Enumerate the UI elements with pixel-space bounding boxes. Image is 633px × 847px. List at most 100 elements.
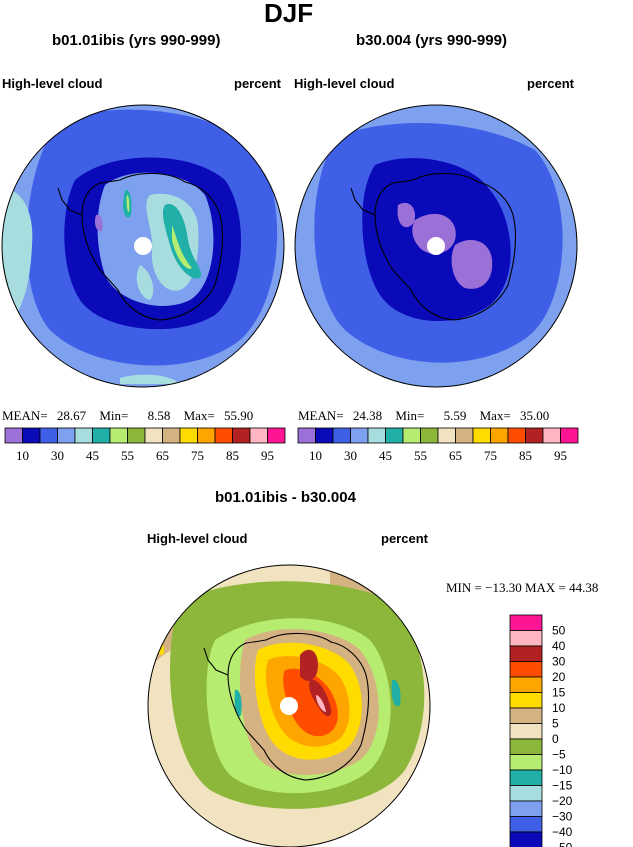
panel3-colorbar-swatch [509, 769, 543, 786]
panel1-colorbar-swatch [214, 427, 233, 444]
panel3-colorbar-swatch [509, 831, 543, 847]
panel3-colorbar-tick-label: −15 [552, 779, 573, 793]
panel1-colorbar-swatch [267, 427, 286, 444]
panel2-variable-label: High-level cloud [294, 76, 395, 91]
panel2-colorbar-tick-label: 30 [344, 448, 357, 463]
panel2-colorbar-swatch [297, 427, 316, 444]
panel3-colorbar-tick-label: 15 [552, 686, 566, 700]
panel1-colorbar-swatch [127, 427, 146, 444]
panel3-variable-label: High-level cloud [147, 531, 248, 546]
panel2-colorbar-swatch [420, 427, 439, 444]
panel2-colorbar-tick-label: 65 [449, 448, 462, 463]
panel3-colorbar-swatch [509, 816, 543, 833]
panel1-colorbar-tick-label: 95 [261, 448, 274, 463]
panel2-colorbar-swatch [490, 427, 509, 444]
panel3-colorbar-swatch [509, 661, 543, 678]
panel1-colorbar-tick-label: 85 [226, 448, 239, 463]
panel1-min-value: 8.58 [147, 408, 171, 423]
panel2-colorbar-swatch [402, 427, 421, 444]
panel2-colorbar-swatch [525, 427, 544, 444]
panel1-colorbar-swatch [232, 427, 251, 444]
panel1-colorbar-tick-label: 30 [51, 448, 64, 463]
panel1-max-label: Max= [183, 408, 215, 423]
panel3-colorbar-tick-label: −20 [552, 794, 573, 808]
panel1-colorbar-swatch [4, 427, 23, 444]
panel2-stats: MEAN= 24.38 Min= 5.59 Max= 35.00 [298, 408, 549, 424]
panel1-colorbar-swatch [249, 427, 268, 444]
panel1-case-title: b01.01ibis (yrs 990-999) [52, 32, 221, 49]
panel2-colorbar-tick-label: 55 [414, 448, 427, 463]
panel3-colorbar-swatch [509, 707, 543, 724]
panel3-colorbar-tick-label: −50 [552, 841, 573, 847]
panel1-colorbar-swatch [22, 427, 41, 444]
panel2-colorbar-tick-label: 85 [519, 448, 532, 463]
panel1-colorbar-tick-label: 10 [16, 448, 29, 463]
panel1-colorbar-swatch [109, 427, 128, 444]
panel3-colorbar-swatch [509, 645, 543, 662]
panel3-colorbar-swatch [509, 785, 543, 802]
panel3-colorbar-tick-label: 30 [552, 655, 566, 669]
panel1-colorbar-swatch [162, 427, 181, 444]
panel2-colorbar-swatch [332, 427, 351, 444]
panel1-colorbar-swatch [57, 427, 76, 444]
panel2-colorbar-swatch [507, 427, 526, 444]
panel1-colorbar-swatch [179, 427, 198, 444]
panel2-mean-value: 24.38 [352, 408, 383, 423]
panel1-colorbar-swatch [197, 427, 216, 444]
panel3-colorbar-tick-label: −40 [552, 825, 573, 839]
panel3-colorbar-tick-label: −5 [552, 748, 566, 762]
panel3-colorbar-swatch [509, 614, 543, 631]
panel3-colorbar-swatch [509, 692, 543, 709]
panel1-mean-value: 28.67 [56, 408, 87, 423]
panel1-colorbar: 10 30 45 55 65 75 85 95 [4, 427, 286, 463]
panel2-min-value: 5.59 [443, 408, 467, 423]
panel3-colorbar-swatch [509, 800, 543, 817]
panel1-colorbar-swatch [39, 427, 58, 444]
panel3-map [148, 565, 430, 847]
panel2-colorbar-tick-label: 45 [379, 448, 392, 463]
panel3-colorbar-tick-label: 50 [552, 624, 566, 638]
panel3-colorbar-swatch [509, 630, 543, 647]
panel2-colorbar-swatch [560, 427, 579, 444]
panel2-colorbar-tick-label: 95 [554, 448, 567, 463]
panel3-colorbar-tick-label: −30 [552, 810, 573, 824]
panel1-colorbar-swatch [74, 427, 93, 444]
panel2-colorbar-tick-label: 10 [309, 448, 322, 463]
panel1-colorbar-tick-label: 75 [191, 448, 204, 463]
panel3-colorbar-tick-label: 20 [552, 670, 566, 684]
panel1-variable-label: High-level cloud [2, 76, 103, 91]
panel2-colorbar: 10 30 45 55 65 75 85 95 [297, 427, 579, 463]
panel2-min-label: Min= [395, 408, 425, 423]
panel2-colorbar-swatch [455, 427, 474, 444]
panel1-max-value: 55.90 [224, 408, 254, 423]
panel2-colorbar-swatch [385, 427, 404, 444]
page-title: DJF [264, 0, 314, 28]
panel3-colorbar-tick-label: 10 [552, 701, 566, 715]
panel3-colorbar-tick-label: 0 [552, 732, 559, 746]
diff-title: b01.01ibis - b30.004 [215, 489, 356, 506]
panel1-colorbar-swatch [144, 427, 163, 444]
panel1-colorbar-tick-label: 55 [121, 448, 134, 463]
panel1-stats: MEAN= 28.67 Min= 8.58 Max= 55.90 [2, 408, 253, 424]
panel3-colorbar-tick-label: 5 [552, 717, 559, 731]
panel3-colorbar-tick-label: −10 [552, 763, 573, 777]
panel3-colorbar-swatch [509, 723, 543, 740]
panel2-colorbar-swatch [315, 427, 334, 444]
panel2-units-label: percent [527, 76, 574, 91]
panel3-colorbar-swatch [509, 738, 543, 755]
panel2-colorbar-swatch [437, 427, 456, 444]
panel2-case-title: b30.004 (yrs 990-999) [356, 32, 507, 49]
panel1-min-label: Min= [99, 408, 129, 423]
panel3-colorbar-tick-label: 40 [552, 639, 566, 653]
panel2-max-label: Max= [479, 408, 511, 423]
panel2-colorbar-swatch [367, 427, 386, 444]
panel3-colorbar-swatch [509, 676, 543, 693]
panel2-max-value: 35.00 [520, 408, 550, 423]
panel3-colorbar-swatch [509, 754, 543, 771]
panel2-colorbar-swatch [542, 427, 561, 444]
panel1-colorbar-tick-label: 45 [86, 448, 99, 463]
panel1-colorbar-swatch [92, 427, 111, 444]
panel2-colorbar-swatch [472, 427, 491, 444]
